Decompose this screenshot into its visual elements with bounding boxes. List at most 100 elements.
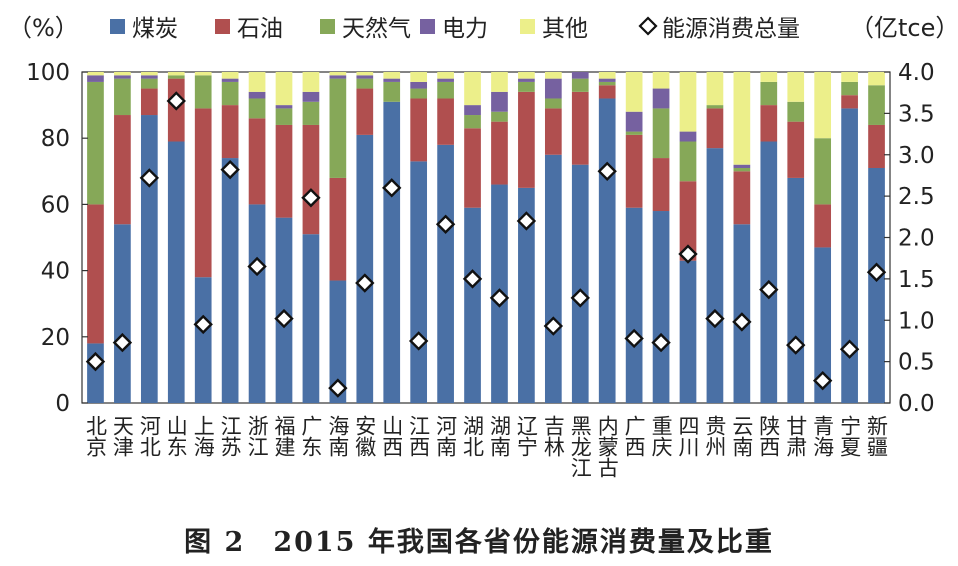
category-label: 上海 [191, 415, 215, 457]
bar-segment [275, 72, 293, 106]
bar-segment [544, 108, 562, 155]
right-tick-label: 3.0 [898, 143, 935, 169]
total-marker [705, 308, 725, 329]
total-marker [139, 168, 160, 188]
category-label: 青海 [811, 415, 835, 457]
bar-segment [787, 101, 805, 122]
bar-segment [329, 78, 347, 178]
total-marker [247, 256, 267, 277]
total-marker [274, 308, 294, 329]
bar-segment [679, 141, 697, 182]
bar-segment [544, 78, 562, 99]
bar-segment [652, 108, 670, 159]
bar-segment [598, 85, 616, 99]
bar-segment [275, 105, 293, 109]
bar-segment [625, 72, 643, 112]
category-label: 甘肃 [784, 415, 808, 457]
category-label: 宁夏 [838, 415, 862, 457]
bar-segment [491, 111, 508, 122]
bar-segment [571, 78, 589, 92]
bar-segment [221, 72, 239, 79]
category-label: 湖南 [487, 415, 511, 457]
bar-segment [464, 207, 481, 403]
bar-segment [491, 72, 508, 92]
category-label: 内蒙古 [595, 415, 619, 478]
bar-segment [221, 78, 239, 82]
bar-segment [167, 75, 185, 79]
category-label: 河南 [434, 415, 458, 457]
bar-segment [329, 72, 347, 76]
bar-segment [706, 105, 724, 109]
legend-label: 能源消费总量 [662, 16, 800, 42]
figure-caption: 图 2 2015 年我国各省份能源消费量及比重 [0, 520, 958, 559]
bar-segment [437, 78, 454, 82]
bar-segment [760, 141, 778, 403]
bar-segment [437, 144, 454, 403]
bar-segment [787, 121, 805, 178]
right-tick-label: 1.5 [898, 267, 935, 293]
legend-swatch [638, 16, 658, 36]
bar-segment [571, 72, 589, 79]
bar-segment [841, 108, 858, 403]
bar-segment [410, 88, 428, 99]
bar-segment [814, 138, 832, 205]
category-label: 新疆 [865, 415, 889, 457]
bar-segment [140, 75, 158, 79]
bar-stacks [87, 72, 885, 403]
category-label: 黑龙江 [568, 415, 592, 478]
legend-swatch [420, 19, 435, 34]
right-tick-label: 0.0 [898, 391, 935, 417]
bar-segment [356, 134, 374, 403]
total-marker [624, 328, 644, 349]
bar-segment [868, 85, 885, 125]
bar-segment [625, 131, 643, 135]
total-marker [759, 279, 779, 300]
bar-segment [518, 78, 535, 82]
bar-segment [518, 72, 535, 79]
bar-segment [248, 118, 266, 205]
left-axis-label: （%） [8, 14, 79, 42]
category-label: 江苏 [218, 415, 242, 457]
legend-swatch [215, 19, 230, 34]
bar-segment [544, 72, 562, 79]
bar-segment [464, 115, 481, 129]
bar-segment [652, 72, 670, 89]
total-marker [462, 269, 483, 289]
category-label: 江西 [407, 415, 431, 457]
category-label: 湖北 [461, 415, 485, 457]
bar-segment [544, 98, 562, 109]
bar-segment [760, 72, 778, 82]
total-marker [408, 331, 429, 351]
bar-segment [679, 72, 697, 132]
bar-segment [868, 72, 885, 86]
left-tick-label: 100 [26, 60, 70, 86]
right-tick-label: 0.5 [898, 350, 935, 376]
bar-segment [167, 72, 185, 76]
bar-segment [706, 148, 724, 403]
bar-segment [383, 78, 401, 82]
bar-segment [329, 177, 347, 281]
bar-segment [140, 78, 158, 89]
bar-segment [140, 72, 158, 76]
total-marker [382, 178, 402, 198]
bar-segment [733, 171, 751, 225]
bar-segment [491, 121, 508, 185]
category-label: 福建 [272, 415, 296, 457]
total-marker [301, 188, 321, 208]
left-tick-label: 20 [41, 325, 70, 351]
x-axis-category-labels: 北京 天津 河北 山东 上海 江苏 浙江 福建 广东 海南 安徽 山西 江西 河南 湖北 湖南 辽宁 吉林 黑龙江内… [83, 415, 888, 478]
bar-segment [383, 72, 401, 79]
bar-segment [760, 105, 778, 142]
bar-segment [464, 128, 481, 208]
bar-segment [383, 81, 401, 102]
right-tick-label: 3.5 [898, 101, 935, 127]
category-label: 山西 [380, 415, 404, 457]
category-label: 四川 [676, 415, 700, 457]
bar-segment [356, 88, 374, 135]
bar-segment [248, 91, 266, 99]
bar-segment [814, 247, 832, 403]
left-tick-label: 60 [41, 192, 70, 218]
legend-label: 天然气 [342, 16, 411, 42]
total-marker [651, 332, 671, 353]
legend-swatch [320, 19, 335, 34]
